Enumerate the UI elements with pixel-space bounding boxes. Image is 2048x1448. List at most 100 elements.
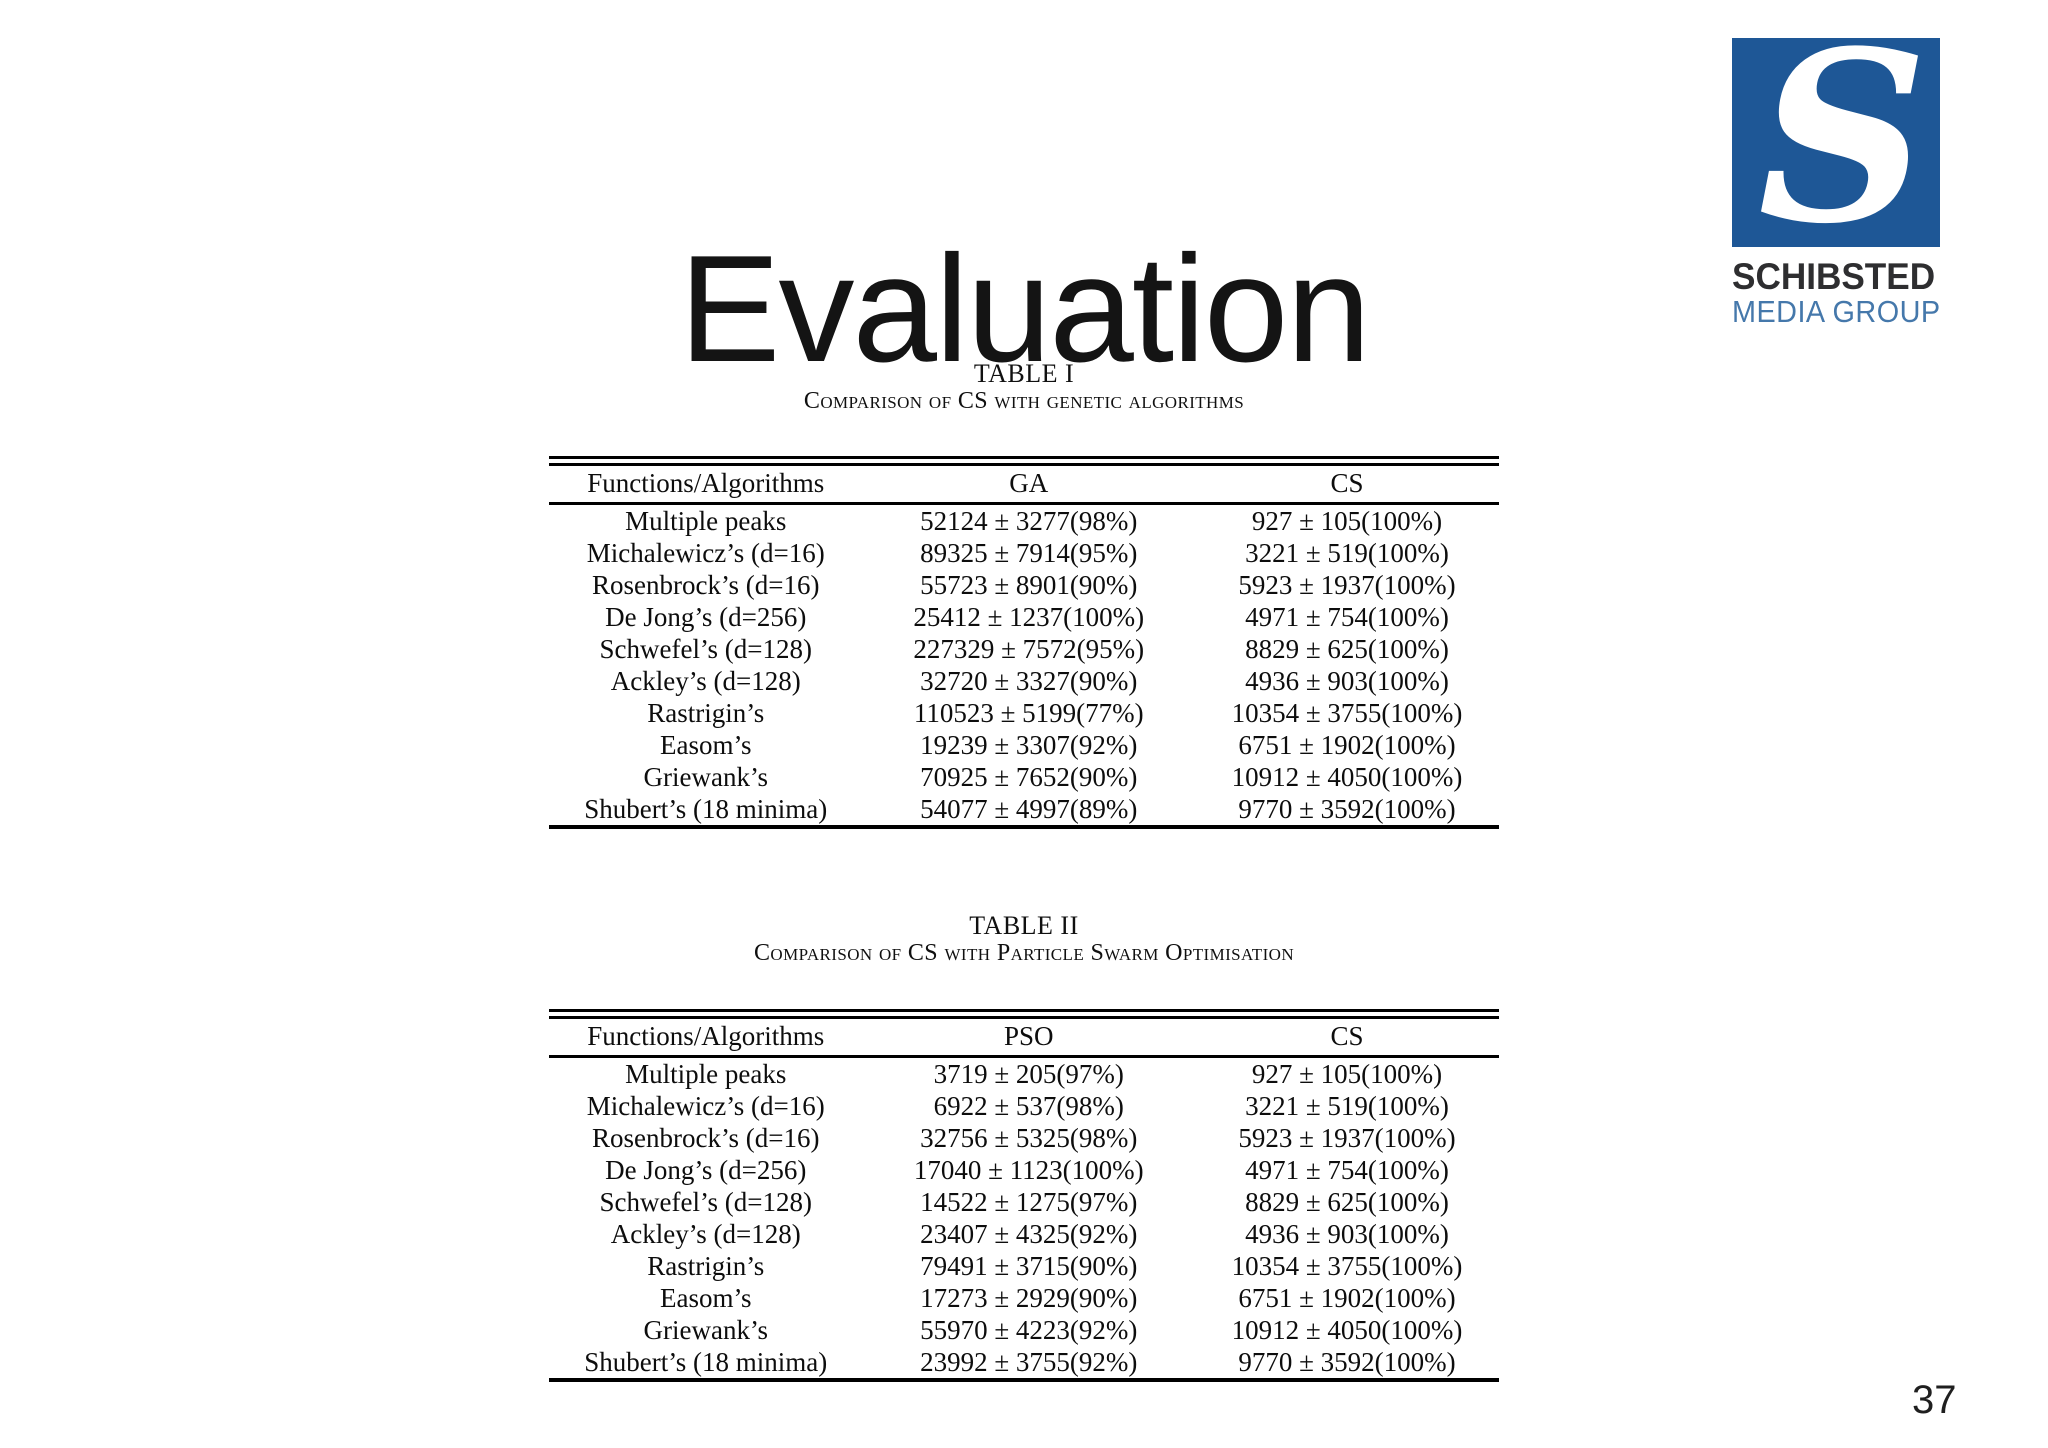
result-cell: 6922 ± 537(98%)	[933, 1091, 1124, 1121]
table-1: Functions/Algorithms GA CS Multiple peaks 52…	[549, 456, 1499, 829]
column-header: Functions/Algorithms	[549, 461, 863, 505]
schibsted-brand-text: SCHIBSTED	[1732, 256, 1936, 297]
result-cell: 3719 ± 205(97%)	[933, 1059, 1124, 1089]
result-cell: 25412 ± 1237(100%)	[913, 602, 1145, 632]
result-cell: 227329 ± 7572(95%)	[913, 634, 1145, 664]
table-1-caption-title: TABLE I	[973, 359, 1075, 388]
result-cell: 23407 ± 4325(92%)	[920, 1219, 1138, 1249]
result-cell: 55970 ± 4223(92%)	[920, 1315, 1138, 1345]
table-row: Shubert’s (18 minima) 54077 ± 4997(89%) 97…	[549, 793, 1499, 827]
table-row: De Jong’s (d=256) 17040 ± 1123(100%) 4971 …	[549, 1154, 1499, 1186]
table-row: Griewank’s 55970 ± 4223(92%) 10912 ± 4050(…	[549, 1314, 1499, 1346]
function-name-cell: Shubert’s (18 minima)	[584, 1347, 828, 1377]
result-cell: 32756 ± 5325(98%)	[920, 1123, 1138, 1153]
page-title: Evaluation	[679, 223, 1371, 394]
result-cell: 19239 ± 3307(92%)	[920, 730, 1138, 760]
function-name-cell: Ackley’s (d=128)	[610, 1219, 801, 1249]
result-cell: 55723 ± 8901(90%)	[920, 570, 1138, 600]
result-cell: 6751 ± 1902(100%)	[1238, 1283, 1456, 1313]
result-cell: 927 ± 105(100%)	[1251, 1059, 1443, 1089]
function-name-cell: De Jong’s (d=256)	[605, 1155, 807, 1185]
result-cell: 14522 ± 1275(97%)	[920, 1187, 1138, 1217]
schibsted-s-icon: S	[1757, 38, 1928, 247]
function-name-cell: Ackley’s (d=128)	[610, 666, 801, 696]
table-2-caption-subtitle: Comparison of CS with Particle Swarm Opt…	[753, 940, 1295, 966]
function-name-cell: Easom’s	[660, 1283, 752, 1313]
function-name-cell: Michalewicz’s (d=16)	[586, 538, 825, 568]
result-cell: 5923 ± 1937(100%)	[1238, 570, 1456, 600]
result-cell: 10912 ± 4050(100%)	[1231, 1315, 1463, 1345]
table-row: Multiple peaks 52124 ± 3277(98%) 927 ± 105…	[549, 504, 1499, 538]
table-row: Easom’s 17273 ± 2929(90%) 6751 ± 1902(100%…	[549, 1282, 1499, 1314]
function-name-cell: Schwefel’s (d=128)	[599, 634, 812, 664]
table-row: Michalewicz’s (d=16) 6922 ± 537(98%) 3221 …	[549, 1090, 1499, 1122]
function-name-cell: Shubert’s (18 minima)	[584, 794, 828, 824]
schibsted-logo: S SCHIBSTED MEDIA GROUP	[1732, 38, 1940, 328]
result-cell: 4936 ± 903(100%)	[1245, 1219, 1449, 1249]
table-row: Griewank’s 70925 ± 7652(90%) 10912 ± 4050(…	[549, 761, 1499, 793]
result-cell: 927 ± 105(100%)	[1251, 506, 1443, 536]
result-cell: 52124 ± 3277(98%)	[920, 506, 1138, 536]
result-cell: 32720 ± 3327(90%)	[920, 666, 1138, 696]
result-cell: 8829 ± 625(100%)	[1245, 1187, 1449, 1217]
result-cell: 3221 ± 519(100%)	[1245, 1091, 1449, 1121]
function-name-cell: Rosenbrock’s (d=16)	[592, 570, 820, 600]
table-header-row: Functions/Algorithms PSO CS	[549, 1014, 1499, 1058]
table-row: Michalewicz’s (d=16) 89325 ± 7914(95%) 322…	[549, 537, 1499, 569]
table-row: Rosenbrock’s (d=16) 32756 ± 5325(98%) 5923…	[549, 1122, 1499, 1154]
result-cell: 79491 ± 3715(90%)	[920, 1251, 1138, 1281]
function-name-cell: Rastrigin’s	[647, 698, 765, 728]
result-cell: 6751 ± 1902(100%)	[1238, 730, 1456, 760]
function-name-cell: Michalewicz’s (d=16)	[586, 1091, 825, 1121]
table-row: Schwefel’s (d=128) 14522 ± 1275(97%) 8829 …	[549, 1186, 1499, 1218]
column-header: CS	[1195, 1014, 1499, 1058]
table-1-figure: TABLE I Comparison of CS with genetic al…	[0, 360, 2048, 829]
column-header: PSO	[862, 1014, 1195, 1058]
result-cell: 4971 ± 754(100%)	[1245, 1155, 1449, 1185]
table-2-caption-title: TABLE II	[969, 911, 1079, 940]
result-cell: 10354 ± 3755(100%)	[1231, 1251, 1463, 1281]
function-name-cell: Griewank’s	[643, 762, 768, 792]
function-name-cell: Multiple peaks	[625, 1059, 787, 1089]
result-cell: 9770 ± 3592(100%)	[1238, 1347, 1456, 1377]
result-cell: 54077 ± 4997(89%)	[920, 794, 1138, 824]
schibsted-logo-mark: S	[1732, 38, 1940, 247]
schibsted-subbrand-text: MEDIA GROUP	[1732, 294, 1941, 329]
function-name-cell: Multiple peaks	[625, 506, 787, 536]
result-cell: 4971 ± 754(100%)	[1245, 602, 1449, 632]
table-1-caption: TABLE I Comparison of CS with genetic al…	[0, 359, 2048, 415]
table-row: Ackley’s (d=128) 23407 ± 4325(92%) 4936 ± …	[549, 1218, 1499, 1250]
function-name-cell: Rastrigin’s	[647, 1251, 765, 1281]
function-name-cell: De Jong’s (d=256)	[605, 602, 807, 632]
table-row: Easom’s 19239 ± 3307(92%) 6751 ± 1902(100%…	[549, 729, 1499, 761]
result-cell: 9770 ± 3592(100%)	[1238, 794, 1456, 824]
table-1-caption-subtitle: Comparison of CS with genetic algorithms	[803, 388, 1245, 414]
table-row: De Jong’s (d=256) 25412 ± 1237(100%) 4971 …	[549, 601, 1499, 633]
result-cell: 89325 ± 7914(95%)	[920, 538, 1138, 568]
table-row: Schwefel’s (d=128) 227329 ± 7572(95%) 8829…	[549, 633, 1499, 665]
column-header: CS	[1195, 461, 1499, 505]
result-cell: 10354 ± 3755(100%)	[1231, 698, 1463, 728]
page-number: 37	[1912, 1378, 1957, 1422]
table-2-caption: TABLE II Comparison of CS with Particle …	[0, 911, 2048, 967]
table-2: Functions/Algorithms PSO CS Multiple peaks 3…	[549, 1009, 1499, 1382]
function-name-cell: Easom’s	[660, 730, 752, 760]
table-header-row: Functions/Algorithms GA CS	[549, 461, 1499, 505]
table-row: Rastrigin’s 110523 ± 5199(77%) 10354 ± 375…	[549, 697, 1499, 729]
result-cell: 17273 ± 2929(90%)	[920, 1283, 1138, 1313]
column-header: GA	[862, 461, 1195, 505]
table-row: Rosenbrock’s (d=16) 55723 ± 8901(90%) 5923…	[549, 569, 1499, 601]
result-cell: 23992 ± 3755(92%)	[920, 1347, 1138, 1377]
table-row: Rastrigin’s 79491 ± 3715(90%) 10354 ± 3755…	[549, 1250, 1499, 1282]
function-name-cell: Rosenbrock’s (d=16)	[592, 1123, 820, 1153]
function-name-cell: Schwefel’s (d=128)	[599, 1187, 812, 1217]
table-row: Shubert’s (18 minima) 23992 ± 3755(92%) 97…	[549, 1346, 1499, 1380]
result-cell: 17040 ± 1123(100%)	[913, 1155, 1144, 1185]
result-cell: 5923 ± 1937(100%)	[1238, 1123, 1456, 1153]
function-name-cell: Griewank’s	[643, 1315, 768, 1345]
result-cell: 10912 ± 4050(100%)	[1231, 762, 1463, 792]
table-row: Multiple peaks 3719 ± 205(97%) 927 ± 105(1…	[549, 1057, 1499, 1091]
result-cell: 110523 ± 5199(77%)	[913, 698, 1144, 728]
result-cell: 4936 ± 903(100%)	[1245, 666, 1449, 696]
